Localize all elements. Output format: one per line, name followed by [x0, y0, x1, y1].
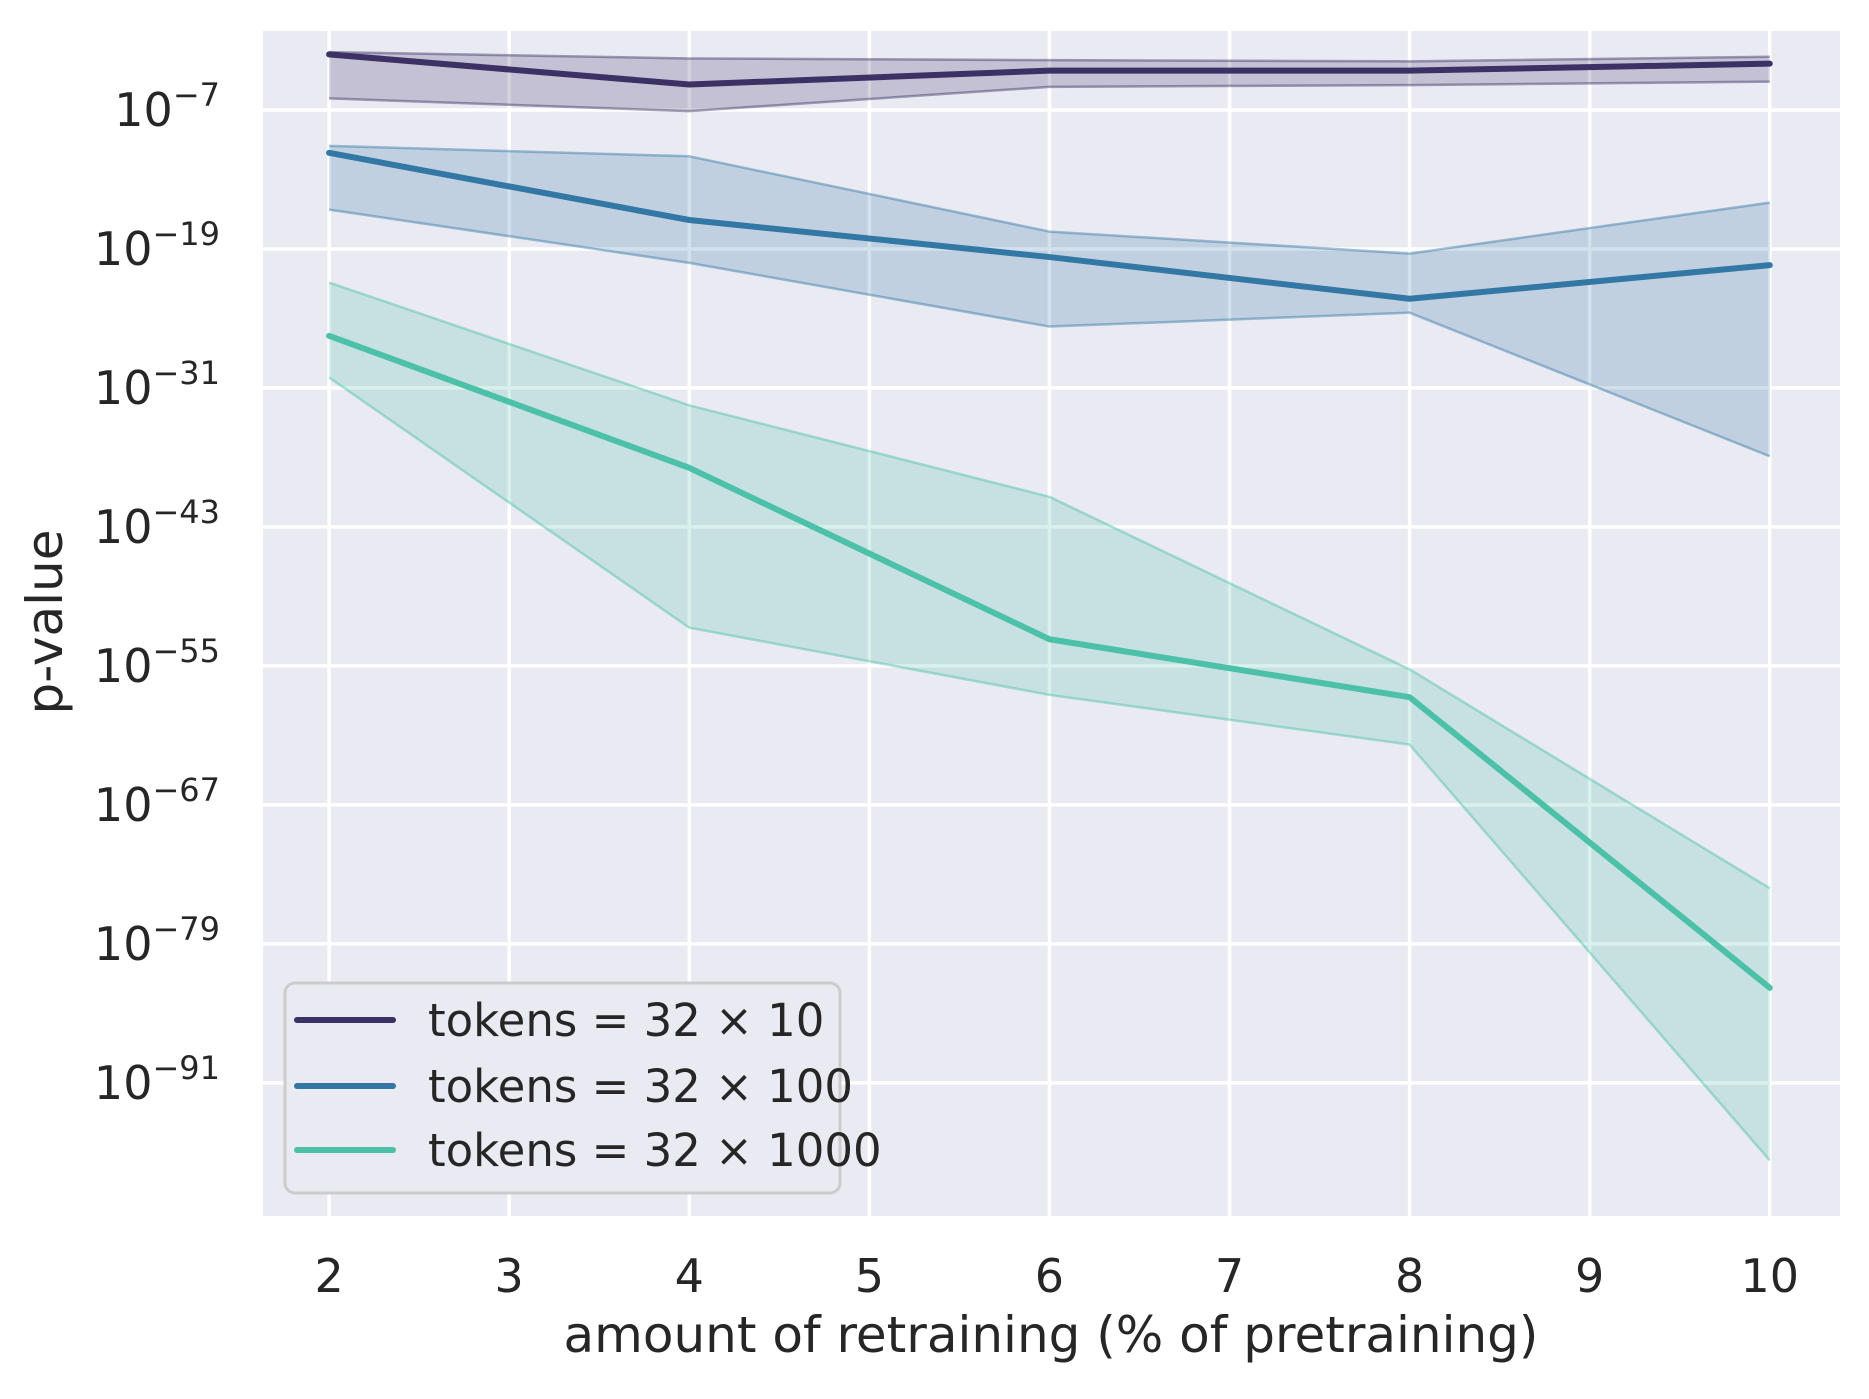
confidence-bands-layer — [328, 50, 1771, 1162]
confidence-band-lower-edge-2 — [328, 208, 1771, 458]
legend-label-2: tokens = 32 × 100 — [428, 1060, 853, 1113]
y-axis-label: p-value — [16, 529, 74, 714]
y-tick-label: 10−7 — [114, 76, 220, 137]
y-tick-label: 10−79 — [94, 910, 220, 971]
confidence-band-upper-edge-2 — [329, 144, 1770, 255]
x-tick-labels: 2 3 4 5 6 7 8 9 10 — [314, 1249, 1799, 1303]
x-tick-label: 8 — [1395, 1249, 1424, 1303]
y-tick-label: 10−91 — [94, 1049, 220, 1110]
x-tick-label: 5 — [855, 1249, 884, 1303]
x-tick-label: 3 — [495, 1249, 524, 1303]
series-lines-layer — [326, 51, 1773, 991]
legend-box — [283, 981, 842, 1195]
x-tick-label: 9 — [1575, 1249, 1604, 1303]
x-tick-label: 10 — [1740, 1249, 1799, 1303]
confidence-band-lower-edge-3 — [328, 376, 1771, 1162]
legend-label-3: tokens = 32 × 1000 — [428, 1124, 882, 1177]
y-tick-label: 10−31 — [94, 354, 220, 415]
x-tick-label: 6 — [1035, 1249, 1064, 1303]
grid-layer — [263, 31, 1840, 1216]
x-tick-label: 2 — [314, 1249, 343, 1303]
confidence-band-upper-edge-3 — [328, 281, 1771, 890]
series-line-3 — [326, 332, 1773, 991]
confidence-band-2 — [329, 145, 1770, 457]
y-tick-label: 10−67 — [94, 771, 220, 832]
y-tick-label: 10−43 — [94, 493, 220, 554]
y-tick-labels: 10−7 10−19 10−31 10−43 10−55 10−67 10−79 10−91 — [94, 76, 220, 1110]
series-line-2 — [326, 149, 1773, 302]
legend-label-1: tokens = 32 × 10 — [428, 994, 824, 1047]
series-line-1 — [326, 51, 1773, 88]
legend: tokens = 32 × 10 tokens = 32 × 100 tokens … — [283, 981, 882, 1195]
confidence-band-upper-edge-1 — [329, 50, 1770, 63]
y-tick-label: 10−19 — [94, 215, 220, 276]
confidence-band-3 — [329, 282, 1770, 1161]
x-tick-label: 7 — [1215, 1249, 1244, 1303]
confidence-band-lower-edge-1 — [329, 80, 1770, 113]
confidence-band-1 — [329, 52, 1770, 112]
x-axis-label: amount of retraining (% of pretraining) — [564, 1306, 1539, 1364]
y-tick-label: 10−55 — [94, 632, 220, 693]
x-tick-label: 4 — [675, 1249, 704, 1303]
